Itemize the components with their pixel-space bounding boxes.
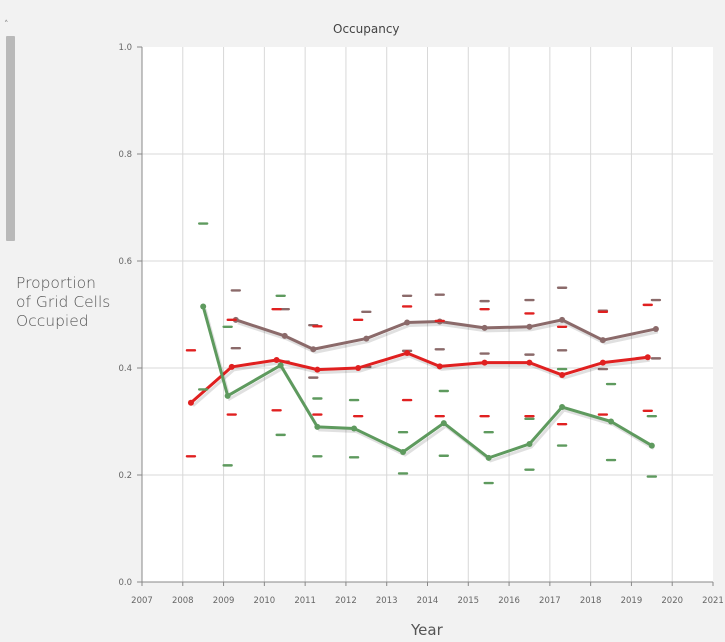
- data-point: [200, 303, 207, 310]
- data-point: [608, 418, 615, 425]
- x-tick-label: 2010: [254, 596, 276, 606]
- x-tick-label: 2017: [539, 596, 561, 606]
- data-point: [363, 335, 370, 342]
- data-point: [314, 423, 321, 430]
- x-tick-label: 2020: [661, 596, 683, 606]
- data-point: [526, 359, 533, 366]
- grid-lines: [142, 47, 713, 582]
- data-point: [526, 440, 533, 447]
- data-point: [652, 325, 659, 332]
- x-tick-label: 2014: [417, 596, 439, 606]
- data-point: [314, 366, 321, 373]
- x-tick-label: 2008: [172, 596, 194, 606]
- data-point: [224, 392, 231, 399]
- x-tick-label: 2013: [376, 596, 398, 606]
- data-point: [228, 363, 235, 370]
- y-axis-label: Proportion of Grid Cells Occupied: [16, 274, 111, 330]
- series-shadow: [191, 354, 650, 407]
- y-tick-label: 0.2: [118, 471, 132, 481]
- scroll-up-arrow-icon[interactable]: ˄: [4, 20, 9, 30]
- data-point: [559, 316, 566, 323]
- x-tick-label: 2009: [213, 596, 235, 606]
- y-tick-label: 0.6: [118, 257, 132, 267]
- data-point: [281, 332, 288, 339]
- data-point: [355, 365, 362, 371]
- data-point: [351, 425, 358, 432]
- data-point: [648, 442, 655, 449]
- data-point: [481, 359, 488, 366]
- x-tick-label: 2011: [294, 596, 316, 606]
- data-point: [526, 323, 533, 330]
- series-line: [189, 351, 648, 404]
- x-tick-label: 2019: [621, 596, 643, 606]
- series-shadow: [203, 309, 655, 463]
- data-point: [404, 319, 411, 326]
- data-point: [310, 346, 317, 353]
- data-point: [277, 362, 284, 369]
- data-series: [185, 222, 662, 485]
- axes: [137, 46, 714, 586]
- data-point: [187, 399, 194, 406]
- data-point: [599, 337, 606, 344]
- y-tick-label: 0.0: [118, 578, 132, 588]
- data-point: [273, 356, 280, 363]
- chart-title: Occupancy: [333, 22, 400, 36]
- data-point: [485, 454, 492, 461]
- y-tick-label: 0.8: [118, 150, 132, 160]
- data-point: [404, 350, 411, 357]
- x-tick-label: 2015: [457, 596, 479, 606]
- data-point: [559, 371, 566, 378]
- series-1: [185, 303, 653, 458]
- series-shadow: [237, 321, 659, 354]
- y-tick-label: 1.0: [118, 43, 132, 53]
- vertical-scrollbar[interactable]: [6, 36, 15, 241]
- x-tick-label: 2021: [702, 596, 724, 606]
- data-point: [599, 359, 606, 366]
- data-point: [400, 448, 407, 455]
- y-tick-label: 0.4: [118, 364, 132, 374]
- series-2: [197, 222, 658, 485]
- x-tick-label: 2012: [335, 596, 357, 606]
- tick-labels: 2007 2008 2009 2010 2011 2012 2013 2014 2015 2016…: [118, 43, 723, 606]
- x-tick-label: 2007: [131, 596, 153, 606]
- data-point: [559, 404, 566, 411]
- data-point: [481, 324, 488, 331]
- data-point: [644, 354, 651, 361]
- data-point: [440, 420, 447, 427]
- x-axis-label: Year: [411, 621, 443, 639]
- data-point: [436, 363, 443, 370]
- series-line: [201, 306, 653, 460]
- x-tick-label: 2018: [580, 596, 602, 606]
- x-tick-label: 2016: [498, 596, 520, 606]
